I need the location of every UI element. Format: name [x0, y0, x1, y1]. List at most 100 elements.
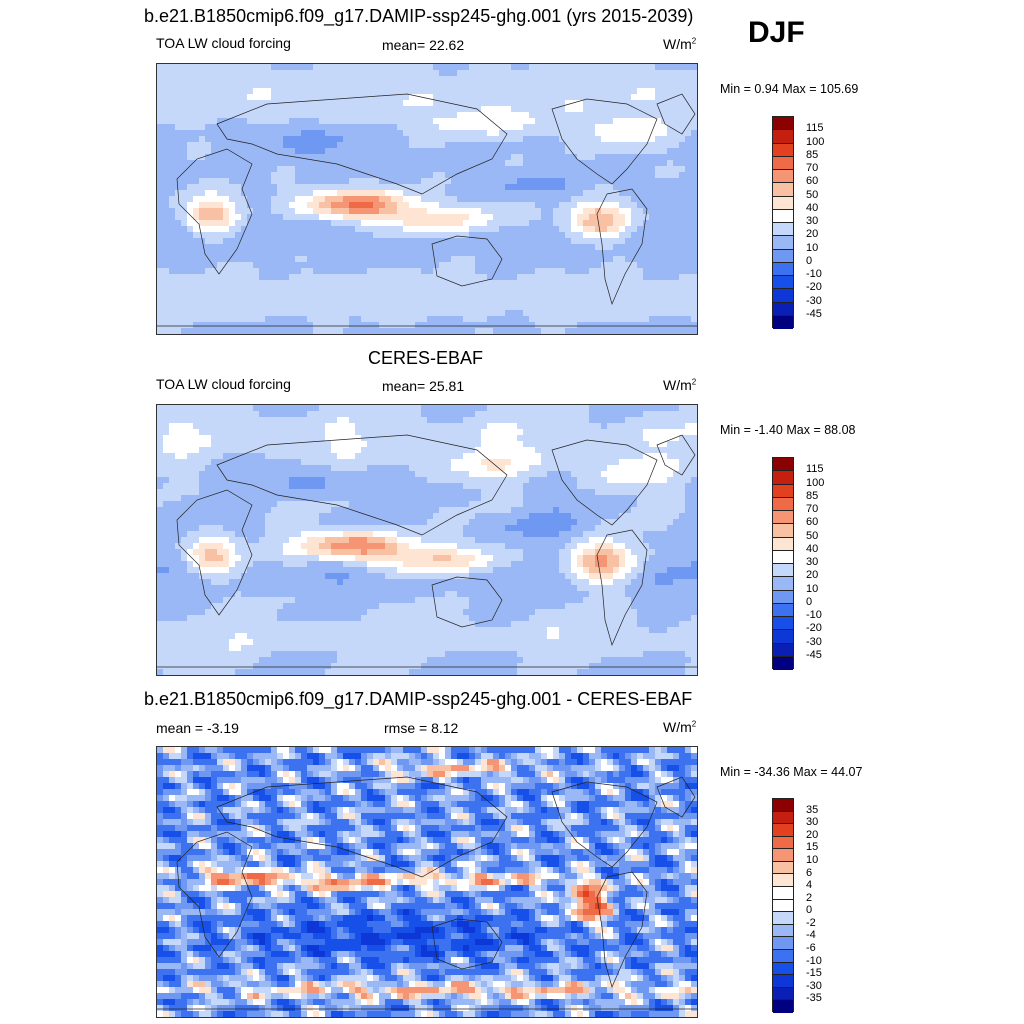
colorbar-tick-label: -15 — [806, 967, 822, 980]
panel2-units: W/m2 — [663, 377, 697, 393]
panel1-units: W/m2 — [663, 36, 697, 52]
colorbar-cell — [773, 799, 793, 812]
panel1-map-svg — [157, 64, 697, 334]
field-cells — [157, 64, 697, 334]
colorbar-cell — [773, 497, 793, 511]
panel2-mean-label: mean= 25.81 — [382, 378, 465, 394]
colorbar-cell — [773, 643, 793, 657]
colorbar-cell — [773, 537, 793, 551]
colorbar-cell — [773, 156, 793, 170]
colorbar-cell — [773, 471, 793, 485]
field-cells — [157, 747, 697, 1017]
colorbar-tick-label: 15 — [806, 841, 819, 854]
panel1-map — [156, 63, 698, 335]
colorbar-tick-label: 20 — [806, 228, 819, 241]
panel2-map-svg — [157, 405, 697, 675]
colorbar-tick-label: 60 — [806, 175, 819, 188]
colorbar-cell — [773, 630, 793, 644]
colorbar-cell — [773, 302, 793, 316]
colorbar-tick-label: 10 — [806, 241, 819, 254]
panel1-title: b.e21.B1850cmip6.f09_g17.DAMIP-ssp245-gh… — [144, 6, 694, 26]
coastlines — [157, 434, 697, 668]
colorbar-tick-label: -30 — [806, 979, 822, 992]
colorbar-cell — [773, 484, 793, 498]
colorbar-tick-label: -45 — [806, 648, 822, 661]
panel3-mean-label: mean = -3.19 — [156, 720, 239, 736]
colorbar-cell — [773, 861, 793, 875]
colorbar-tick-label: 40 — [806, 201, 819, 214]
colorbar-cell — [773, 590, 793, 604]
colorbar-tick-label: 30 — [806, 556, 819, 568]
colorbar-tick-label: -30 — [806, 294, 822, 307]
colorbar-tick-label: 70 — [806, 503, 819, 515]
colorbar-tick-label: 0 — [806, 254, 813, 267]
colorbar-tick-label: 10 — [806, 582, 819, 595]
colorbar-tick-label: 6 — [806, 866, 813, 879]
panel3-title: b.e21.B1850cmip6.f09_g17.DAMIP-ssp245-gh… — [144, 689, 693, 709]
coastlines — [157, 93, 697, 327]
colorbar-tick-label: 4 — [806, 879, 813, 892]
colorbar-tick-label: 40 — [806, 542, 819, 555]
colorbar-tick-label: -45 — [806, 307, 822, 320]
colorbar-cell — [773, 289, 793, 303]
colorbar-cell — [773, 196, 793, 210]
colorbar-cell — [773, 183, 793, 197]
colorbar-cell — [773, 987, 793, 1001]
panel2-variable-label: TOA LW cloud forcing — [156, 376, 291, 392]
colorbar-cell — [773, 223, 793, 237]
colorbar-tick-label: 85 — [806, 489, 819, 502]
panel3-rmse-label: rmse = 8.12 — [384, 720, 459, 736]
colorbar-tick-label: -4 — [806, 929, 816, 942]
colorbar-cell — [773, 236, 793, 250]
colorbar-cell — [773, 887, 793, 900]
colorbar-cell — [773, 912, 793, 925]
colorbar-cell — [773, 564, 793, 578]
panel3-colorbar — [772, 798, 794, 1013]
colorbar-tick-label: 35 — [806, 803, 819, 816]
colorbar-cell — [773, 849, 793, 862]
colorbar-tick-label: 60 — [806, 516, 819, 529]
colorbar-cell — [773, 924, 793, 938]
colorbar-cell — [773, 209, 793, 223]
colorbar-cell — [773, 170, 793, 184]
colorbar-tick-label: 50 — [806, 529, 819, 542]
colorbar-cell — [773, 937, 793, 950]
colorbar-tick-label: 30 — [806, 816, 819, 829]
colorbar-cell — [773, 315, 793, 329]
colorbar-tick-label: 70 — [806, 162, 819, 174]
season-label: DJF — [748, 16, 805, 49]
colorbar-cell — [773, 836, 793, 850]
colorbar-tick-label: -20 — [806, 622, 822, 635]
colorbar-cell — [773, 656, 793, 670]
colorbar-cell — [773, 975, 793, 988]
colorbar-tick-label: 100 — [806, 476, 825, 489]
colorbar-cell — [773, 117, 793, 131]
colorbar-tick-label: 115 — [806, 122, 824, 135]
colorbar-cell — [773, 130, 793, 144]
colorbar-cell — [773, 550, 793, 564]
panel1-colorbar — [772, 116, 794, 329]
colorbar-cell — [773, 949, 793, 963]
colorbar-cell — [773, 524, 793, 538]
colorbar-cell — [773, 811, 793, 825]
coastlines — [157, 776, 697, 1010]
panel2-map — [156, 404, 698, 676]
colorbar-tick-label: -10 — [806, 268, 822, 280]
colorbar-tick-label: 0 — [806, 904, 813, 917]
colorbar-tick-label: 50 — [806, 188, 819, 201]
colorbar-cell — [773, 249, 793, 263]
colorbar-cell — [773, 262, 793, 276]
colorbar-tick-label: 2 — [806, 891, 813, 904]
colorbar-tick-label: 30 — [806, 215, 819, 227]
colorbar-tick-label: 10 — [806, 853, 819, 866]
colorbar-cell — [773, 511, 793, 525]
colorbar-tick-label: -20 — [806, 281, 822, 294]
colorbar-tick-label: -6 — [806, 942, 816, 955]
colorbar-cell — [773, 458, 793, 472]
panel1-minmax: Min = 0.94 Max = 105.69 — [720, 82, 859, 96]
colorbar-cell — [773, 899, 793, 913]
colorbar-cell — [773, 603, 793, 617]
panel2-minmax: Min = -1.40 Max = 88.08 — [720, 423, 856, 437]
colorbar-cell — [773, 1000, 793, 1013]
colorbar-tick-label: 85 — [806, 148, 819, 161]
